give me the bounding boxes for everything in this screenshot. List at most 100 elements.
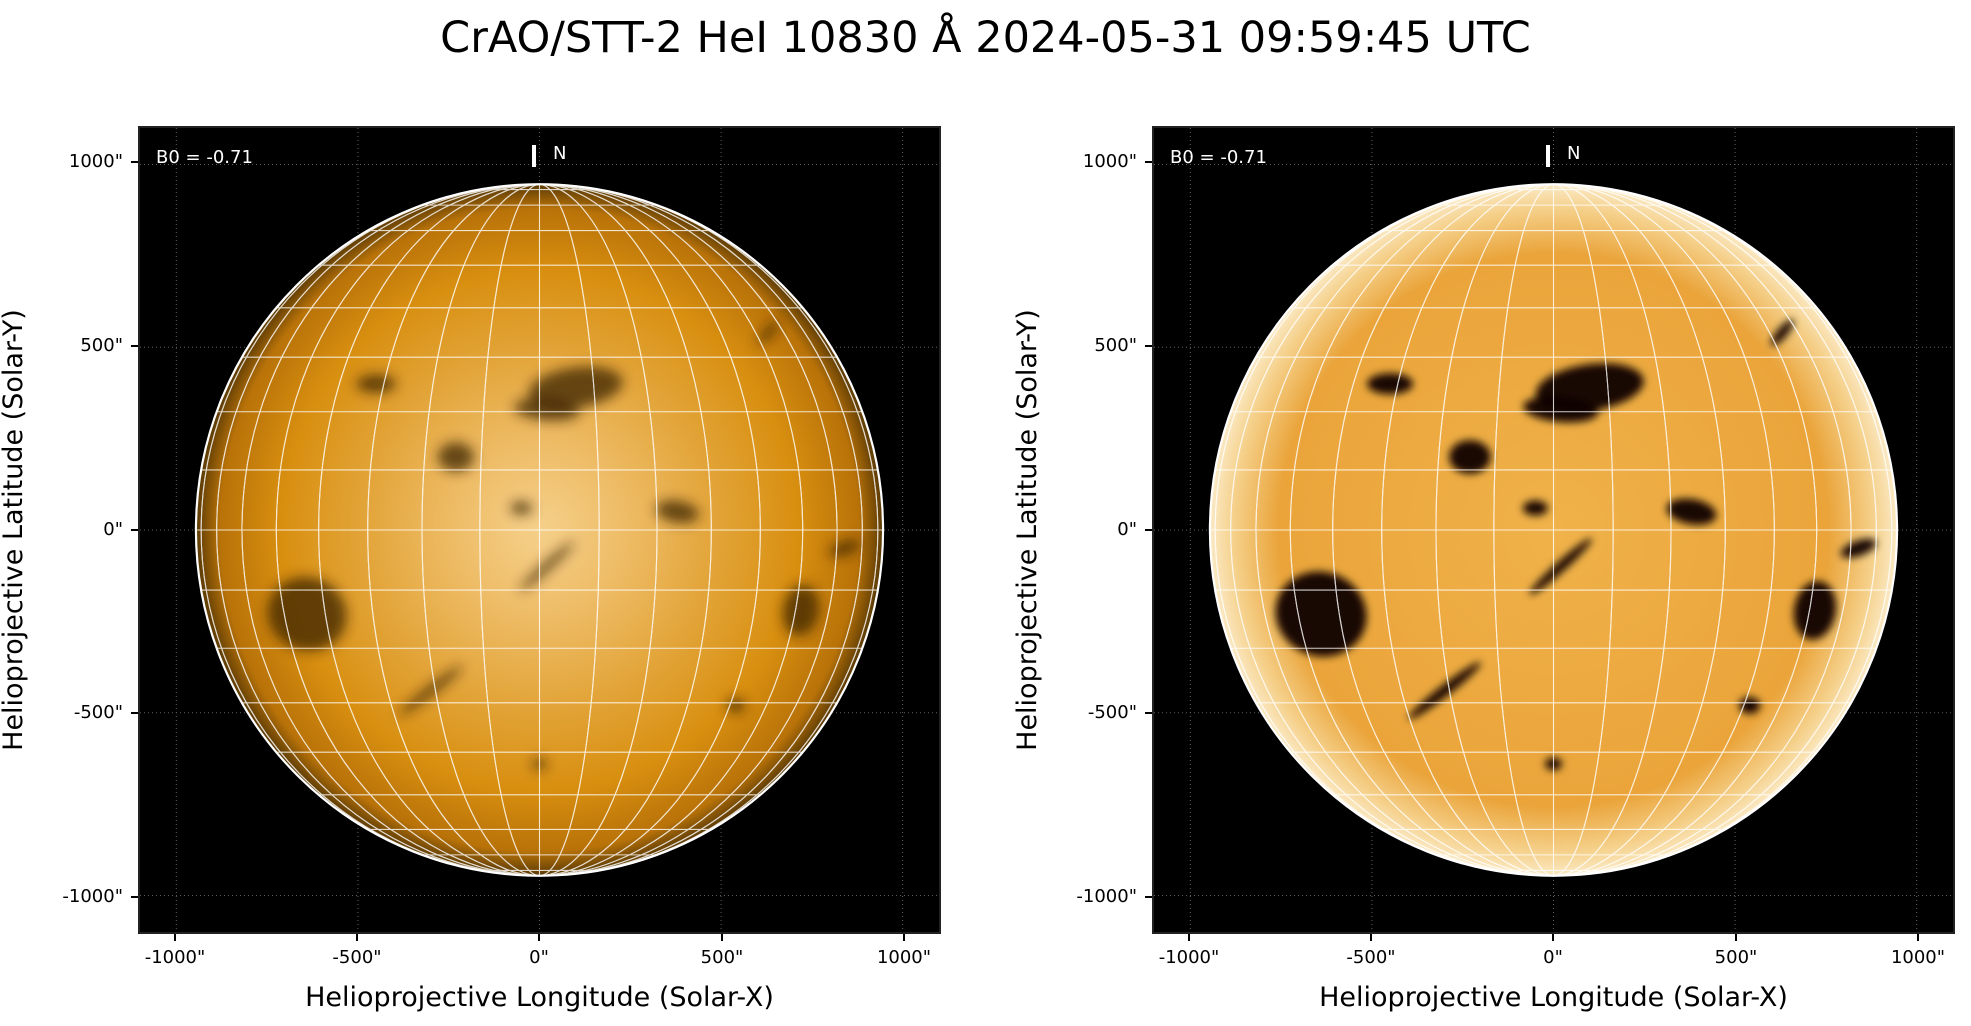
image-axes-right: B0 = -0.71 N [1152,126,1955,934]
y-tick-label: 0" [1117,519,1137,540]
y-tick-mark [131,712,138,714]
solar-disk-image-left [140,128,939,932]
longitude-line [1381,184,1726,876]
x-tick-mark [174,934,176,941]
dark-patch-east [1666,498,1717,525]
y-tick-label: 0" [103,519,123,540]
x-tick-mark [538,934,540,941]
longitude-line [318,184,761,876]
y-tick-mark [1145,712,1152,714]
north-label: N [553,143,567,164]
y-tick-mark [131,896,138,898]
y-tick-label: -500" [1087,702,1137,723]
filament-north-left [356,374,397,393]
longitude-line [421,184,658,876]
dark-patch-east [655,500,700,524]
panel-right: B0 = -0.71 N Helioprojective Latitude (S… [1012,126,1955,1013]
y-tick-mark [131,529,138,531]
dark-patch-mid [1449,440,1491,474]
x-tick-label: 0" [529,947,549,968]
x-tick-label: 1000" [1890,947,1946,968]
x-tick-mark [1917,934,1919,941]
filament-diagonal-center [519,542,574,592]
x-axis-label: Helioprojective Longitude (Solar-X) [1319,982,1788,1013]
x-tick-label: -500" [332,947,382,968]
x-tick-label: -1000" [1158,947,1220,968]
longitude-line [275,184,804,876]
longitude-line [367,184,712,876]
figure-title: CrAO/STT-2 HeI 10830 Å 2024-05-31 09:59:… [440,13,1531,63]
x-tick-mark [1188,934,1190,941]
solar-limb [194,183,885,877]
x-tick-mark [1735,934,1737,941]
heliographic-grid [1209,184,1898,876]
dark-patch-center-left [1522,500,1548,516]
filament-northeast [758,321,779,345]
x-tick-mark [1370,934,1372,941]
north-indicator [1546,145,1550,167]
y-tick-mark [131,345,138,347]
dark-region-west-center [1523,396,1599,423]
x-tick-label: 500" [700,947,744,968]
y-tick-mark [1145,345,1152,347]
longitude-line [241,184,838,876]
image-axes-left: B0 = -0.71 N [138,126,941,934]
b0-label: B0 = -0.71 [156,147,253,168]
panel-left: B0 = -0.71 N Helioprojective Latitude (S… [0,126,941,1013]
b0-label: B0 = -0.71 [1170,147,1267,168]
dark-patch-mid [437,442,475,472]
longitude-line [1289,184,1818,876]
filament-north-left [1367,373,1414,395]
dark-region-southwest [267,577,347,652]
longitude-line [1435,184,1672,876]
filament-northeast [1770,319,1794,346]
longitude-line [200,184,879,876]
north-label: N [1567,143,1581,164]
longitude-line [1255,184,1852,876]
y-tick-label: 500" [80,335,123,356]
y-tick-label: 500" [1094,335,1137,356]
dark-patch-southeast [1739,697,1761,714]
y-tick-label: -1000" [1076,886,1137,907]
dark-region-west-center [514,398,580,421]
longitude-line [216,184,863,876]
longitude-line [1214,184,1893,876]
x-tick-label: -1000" [144,947,206,968]
y-tick-label: -1000" [62,886,123,907]
x-tick-label: 0" [1543,947,1563,968]
x-tick-label: 500" [1714,947,1758,968]
filament-north-center [528,366,623,409]
longitude-line [1493,184,1614,876]
longitude-line [1230,184,1877,876]
filament-east-limb [1840,538,1877,558]
solar-limb [1208,183,1899,877]
dark-region-east-south [1793,581,1837,640]
x-tick-mark [721,934,723,941]
longitude-line [479,184,600,876]
x-tick-mark [356,934,358,941]
x-tick-label: 1000" [876,947,932,968]
dark-features [1275,319,1877,771]
north-indicator [532,145,536,167]
y-tick-label: -500" [73,702,123,723]
filament-diagonal-south [1408,662,1481,720]
y-tick-mark [1145,161,1152,163]
dark-region-southwest [1275,571,1367,657]
filament-diagonal-center [1529,538,1592,595]
solar-disk-image-right [1154,128,1953,932]
x-tick-mark [903,934,905,941]
y-tick-label: 1000" [68,151,123,172]
dark-patch-southeast [726,698,745,713]
y-tick-mark [1145,529,1152,531]
x-tick-mark [1552,934,1554,941]
dark-region-east-south [782,585,820,636]
heliographic-grid [195,184,884,876]
y-tick-mark [131,161,138,163]
x-tick-label: -500" [1346,947,1396,968]
dark-patch-center-left [510,501,533,515]
longitude-line [1332,184,1775,876]
y-tick-label: 1000" [1082,151,1137,172]
x-axis-label: Helioprojective Longitude (Solar-X) [305,982,774,1013]
y-tick-mark [1145,896,1152,898]
